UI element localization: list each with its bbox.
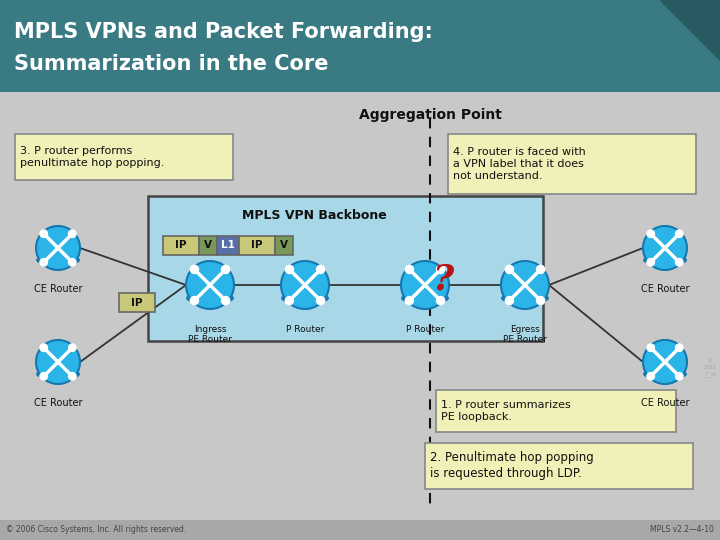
Text: IP: IP xyxy=(131,298,143,307)
Circle shape xyxy=(405,265,413,273)
FancyBboxPatch shape xyxy=(275,236,293,255)
Circle shape xyxy=(40,344,48,352)
Text: CE Router: CE Router xyxy=(34,398,82,408)
Text: Aggregation Point: Aggregation Point xyxy=(359,108,501,122)
FancyBboxPatch shape xyxy=(0,92,720,520)
Circle shape xyxy=(647,373,654,380)
Circle shape xyxy=(36,226,80,270)
FancyBboxPatch shape xyxy=(199,236,217,255)
Polygon shape xyxy=(660,0,720,60)
Circle shape xyxy=(222,265,230,273)
FancyBboxPatch shape xyxy=(0,520,720,540)
Text: IP: IP xyxy=(251,240,263,251)
FancyBboxPatch shape xyxy=(217,236,239,255)
Text: © 2006 Cisco Systems, Inc. All rights reserved.: © 2006 Cisco Systems, Inc. All rights re… xyxy=(6,525,186,535)
Circle shape xyxy=(317,265,325,273)
Circle shape xyxy=(285,296,294,305)
FancyBboxPatch shape xyxy=(15,134,233,180)
Circle shape xyxy=(505,296,513,305)
Ellipse shape xyxy=(501,292,549,305)
Ellipse shape xyxy=(36,254,80,266)
Text: MPLS v2.2—4-10: MPLS v2.2—4-10 xyxy=(650,525,714,535)
FancyBboxPatch shape xyxy=(425,443,693,489)
FancyBboxPatch shape xyxy=(119,293,155,312)
Circle shape xyxy=(190,265,199,273)
Text: CE Router: CE Router xyxy=(34,284,82,294)
Circle shape xyxy=(675,373,683,380)
Circle shape xyxy=(40,230,48,238)
Text: 4. P router is faced with
a VPN label that it does
not understand.: 4. P router is faced with a VPN label th… xyxy=(453,146,586,181)
Text: V: V xyxy=(280,240,288,251)
Circle shape xyxy=(186,261,234,309)
Circle shape xyxy=(436,296,445,305)
Circle shape xyxy=(68,344,76,352)
Circle shape xyxy=(40,373,48,380)
FancyBboxPatch shape xyxy=(448,134,696,194)
FancyBboxPatch shape xyxy=(163,236,199,255)
Circle shape xyxy=(675,230,683,238)
Ellipse shape xyxy=(186,292,234,305)
Text: 1. P router summarizes
PE loopback.: 1. P router summarizes PE loopback. xyxy=(441,400,571,422)
Circle shape xyxy=(68,230,76,238)
Ellipse shape xyxy=(281,292,329,305)
Circle shape xyxy=(647,259,654,266)
Circle shape xyxy=(643,226,687,270)
Text: Summarization in the Core: Summarization in the Core xyxy=(14,54,328,74)
Circle shape xyxy=(190,296,199,305)
Text: 2. Penultimate hop popping
is requested through LDP.: 2. Penultimate hop popping is requested … xyxy=(430,451,594,481)
Text: L1: L1 xyxy=(221,240,235,251)
Text: MPLS VPN Backbone: MPLS VPN Backbone xyxy=(241,209,386,222)
Circle shape xyxy=(68,259,76,266)
Circle shape xyxy=(36,340,80,384)
Text: 3. P router performs
penultimate hop popping.: 3. P router performs penultimate hop pop… xyxy=(20,146,164,168)
Circle shape xyxy=(436,265,445,273)
Text: Egress
PE Router: Egress PE Router xyxy=(503,325,547,345)
Text: V: V xyxy=(204,240,212,251)
Circle shape xyxy=(647,230,654,238)
Circle shape xyxy=(401,261,449,309)
Text: P Router: P Router xyxy=(286,325,324,334)
Text: ?: ? xyxy=(433,263,454,297)
FancyBboxPatch shape xyxy=(239,236,275,255)
Text: ©
2003
_7_m: © 2003 _7_m xyxy=(703,359,716,376)
Circle shape xyxy=(536,265,545,273)
Circle shape xyxy=(285,265,294,273)
Text: CE Router: CE Router xyxy=(641,398,689,408)
Circle shape xyxy=(501,261,549,309)
Circle shape xyxy=(647,344,654,352)
Circle shape xyxy=(675,259,683,266)
Circle shape xyxy=(68,373,76,380)
Circle shape xyxy=(505,265,513,273)
Text: MPLS VPNs and Packet Forwarding:: MPLS VPNs and Packet Forwarding: xyxy=(14,22,433,42)
FancyBboxPatch shape xyxy=(0,0,720,92)
Circle shape xyxy=(317,296,325,305)
Circle shape xyxy=(405,296,413,305)
Text: CE Router: CE Router xyxy=(641,284,689,294)
Text: Ingress
PE Router: Ingress PE Router xyxy=(188,325,232,345)
Text: IP: IP xyxy=(175,240,186,251)
Circle shape xyxy=(222,296,230,305)
FancyBboxPatch shape xyxy=(436,390,676,432)
FancyBboxPatch shape xyxy=(148,196,543,341)
Circle shape xyxy=(675,344,683,352)
Ellipse shape xyxy=(401,292,449,305)
Text: P Router: P Router xyxy=(406,325,444,334)
Ellipse shape xyxy=(643,254,687,266)
Circle shape xyxy=(40,259,48,266)
Ellipse shape xyxy=(36,368,80,380)
Circle shape xyxy=(536,296,545,305)
Circle shape xyxy=(643,340,687,384)
Ellipse shape xyxy=(643,368,687,380)
Circle shape xyxy=(281,261,329,309)
